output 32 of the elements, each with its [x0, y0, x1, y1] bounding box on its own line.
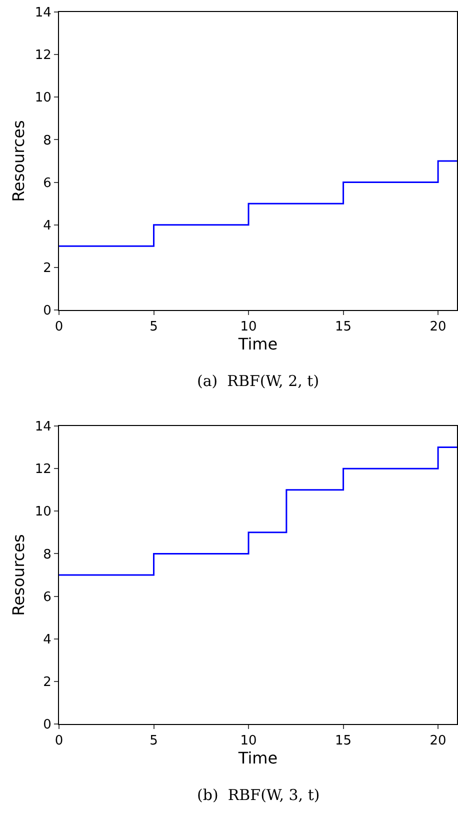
- y-axis-title: Resources: [8, 534, 28, 616]
- x-tick-label: 15: [335, 734, 352, 749]
- y-tick-label: 8: [43, 547, 52, 562]
- x-axis-title: Time: [237, 334, 278, 354]
- x-tick-label: 5: [150, 734, 158, 749]
- y-axis-title: Resources: [8, 120, 28, 202]
- y-tick-label: 4: [43, 218, 52, 234]
- y-tick-label: 2: [43, 674, 52, 690]
- y-tick-label: 2: [43, 260, 52, 276]
- y-tick-label: 12: [34, 48, 52, 64]
- y-tick-label: 14: [34, 420, 52, 435]
- y-tick-label: 0: [43, 304, 52, 319]
- x-axis-title: Time: [237, 748, 278, 768]
- text: (a) RBF(W, 2, t): [197, 372, 320, 390]
- text: (b) RBF(W, 3, t): [197, 786, 320, 804]
- x-tick-label: 0: [54, 320, 64, 335]
- x-tick-label: 20: [430, 734, 446, 749]
- y-tick-label: 14: [34, 6, 52, 21]
- x-tick-label: 5: [150, 320, 158, 335]
- x-tick-label: 0: [54, 734, 64, 749]
- y-tick-label: 0: [43, 718, 52, 733]
- y-tick-label: 10: [34, 90, 52, 106]
- y-tick-label: 4: [43, 632, 52, 648]
- x-tick-label: 15: [335, 320, 352, 335]
- y-tick-label: 10: [34, 504, 52, 520]
- y-tick-label: 6: [43, 590, 52, 605]
- y-tick-label: 6: [43, 176, 52, 191]
- x-tick-label: 10: [240, 734, 257, 749]
- x-tick-label: 10: [240, 320, 257, 335]
- y-tick-label: 12: [34, 462, 52, 478]
- x-tick-label: 20: [430, 320, 446, 335]
- y-tick-label: 8: [43, 133, 52, 148]
